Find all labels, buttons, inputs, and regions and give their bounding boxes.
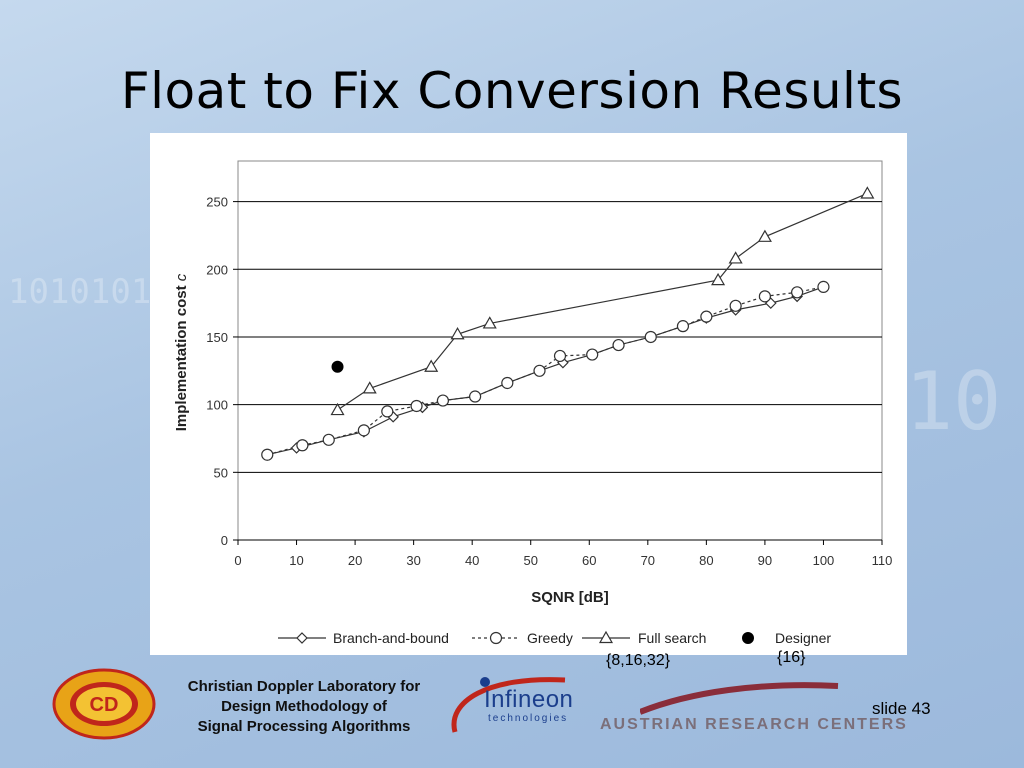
branch-and-bound-legend-marker [296,632,308,644]
full-search-point [757,229,772,242]
greedy-legend-label: Greedy [527,630,573,646]
infineon-logo-subtext: technologies [488,713,569,724]
full-search-point [711,272,726,286]
full-search-point [424,359,439,372]
cd-logo: CD [52,668,156,740]
y-tick-label: 250 [206,195,228,210]
background-binary-left: 1010101 [8,272,152,312]
greedy-point [501,376,514,390]
lab-name-line-3: Signal Processing Algorithms [197,718,411,735]
greedy-point [322,433,335,446]
svg-text:CD: CD [90,694,119,716]
slide-title: Float to Fix Conversion Results [120,62,904,120]
lab-name-line-2: Design Methodology of [221,698,387,715]
greedy-point [817,280,830,293]
x-axis-label: SQNR [dB] [531,589,609,606]
x-tick-label: 100 [813,553,835,568]
greedy-point [700,310,713,323]
x-tick-label: 90 [758,553,772,568]
greedy-point [553,349,567,363]
chart-svg: 0 50 100 150 200 250 0 10 20 30 40 50 60 70 80 90 100 110… [173,160,893,646]
full-search-legend-marker [598,630,614,644]
designer-point [331,360,344,373]
greedy-point [436,394,450,407]
lab-name-line-1: Christian Doppler Laboratory for [187,678,421,695]
y-tick-label: 150 [206,330,228,345]
branch-and-bound-legend-label: Branch-and-bound [333,630,449,646]
designer-wordlength-note: {16} [777,649,806,666]
greedy-point [644,330,657,344]
greedy-point [357,424,370,437]
greedy-point [410,399,423,413]
greedy-point [729,299,742,312]
greedy-point [533,364,546,377]
y-tick-label: 200 [206,262,228,277]
infineon-logo-text: Infineon [484,686,574,713]
greedy-point [612,338,625,352]
arc-logo-text: AUSTRIAN RESEARCH CENTERS [600,716,908,733]
arc-logo-swoosh [638,680,840,720]
y-tick-label: 0 [221,533,228,548]
background-binary-right: 10 [905,355,1002,448]
full-search-point [362,381,377,394]
x-tick-label: 10 [289,553,303,568]
full-search-point [450,327,465,340]
slide-number: slide 43 [872,699,931,718]
greedy-point [791,286,804,299]
x-tick-label: 70 [641,553,655,568]
x-tick-label: 60 [582,553,596,568]
greedy-point [381,405,394,418]
full-search-point [728,251,743,264]
lab-name: Christian Doppler Laboratory for Design … [158,677,450,737]
chart-panel: 0 50 100 150 200 250 0 10 20 30 40 50 60 70 80 90 100 110… [150,133,907,655]
greedy-point [586,348,599,361]
x-tick-label: 50 [523,553,537,568]
designer-legend-marker [742,632,754,644]
infineon-logo-swoosh [447,672,587,744]
y-tick-label: 100 [206,398,228,413]
greedy-point [296,439,309,452]
full-search-point [860,186,875,199]
full-search-point [482,316,497,329]
x-tick-label: 80 [699,553,713,568]
greedy-point [676,320,690,333]
greedy-point [469,390,482,403]
x-tick-label: 0 [234,553,241,568]
x-tick-label: 40 [465,553,479,568]
greedy-point [261,448,274,461]
greedy-legend-marker [489,631,503,645]
full-search-legend-label: Full search [638,630,706,646]
full-search-line [337,192,868,411]
greedy-point [758,290,772,303]
y-axis-label-symbol: c [173,273,190,281]
full-search-wordlength-note: {8,16,32} [606,652,671,669]
x-tick-label: 110 [872,553,893,568]
x-tick-label: 30 [406,553,420,568]
designer-legend-label: Designer [775,630,831,646]
full-search-point [330,402,345,416]
y-axis-label: Implementation cost c [173,273,190,431]
y-tick-label: 50 [214,465,228,480]
x-tick-label: 20 [348,553,362,568]
